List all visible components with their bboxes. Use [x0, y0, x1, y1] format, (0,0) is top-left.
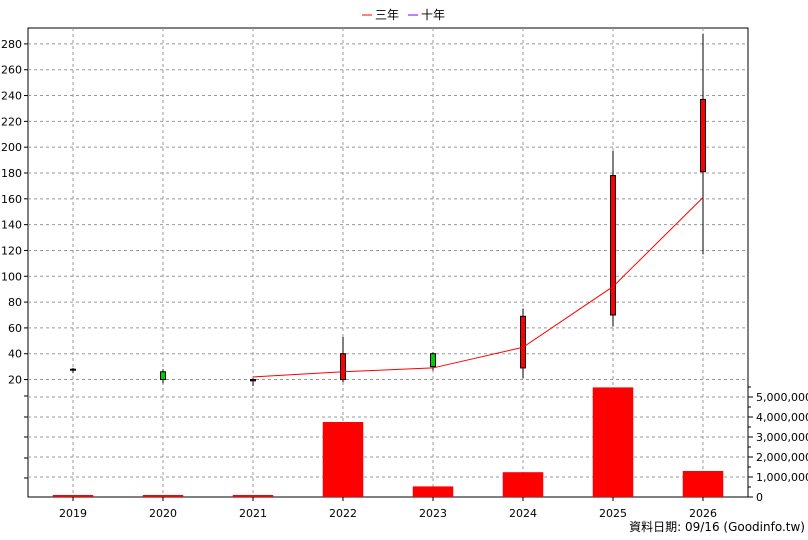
price-tick-label: 140 [1, 219, 22, 232]
volume-axis: 0 1,000,000 2,000,000 3,000,000 4,000,000 5,0… [747, 381, 808, 504]
price-tick-label: 20 [8, 374, 22, 387]
price-tick-label: 280 [1, 38, 22, 51]
candle-body [250, 379, 256, 382]
price-axis: 20 40 60 80 100 120 140 160 180 200 220 240 260 280 [1, 38, 28, 479]
x-axis: 2019 2020 2021 2022 2023 2024 2025 2026 [59, 497, 717, 520]
price-tick-label: 240 [1, 90, 22, 103]
volume-tick-label: 5,000,000 [756, 391, 808, 404]
volume-tick-label: 3,000,000 [756, 431, 808, 444]
volume-tick-label: 2,000,000 [756, 451, 808, 464]
candle-body [700, 98, 706, 173]
plot-area [27, 27, 749, 498]
legend-label-十年: 十年 [421, 8, 445, 22]
candle-body [340, 353, 346, 381]
candle-body [430, 353, 436, 368]
volume-bars [52, 387, 724, 497]
candle-body [520, 315, 526, 369]
x-tick-label: 2026 [689, 507, 717, 520]
price-tick-label: 160 [1, 193, 22, 206]
legend: 三年 十年 [362, 8, 445, 22]
candlesticks [70, 33, 706, 386]
volume-tick-label: 1,000,000 [756, 471, 808, 484]
volume-bar [322, 422, 364, 497]
x-tick-label: 2022 [329, 507, 357, 520]
price-tick-label: 60 [8, 322, 22, 335]
price-tick-label: 180 [1, 167, 22, 180]
x-tick-label: 2025 [599, 507, 627, 520]
volume-bar [682, 471, 724, 497]
volume-bar [412, 486, 454, 497]
series-line-三年 [252, 197, 704, 378]
price-tick-label: 200 [1, 141, 22, 154]
price-tick-label: 220 [1, 115, 22, 128]
price-tick-label: 80 [8, 296, 22, 309]
price-tick-label: 100 [1, 270, 22, 283]
volume-tick-label: 0 [756, 491, 763, 504]
price-tick-label: 120 [1, 244, 22, 257]
candle-body [160, 371, 166, 381]
x-tick-label: 2019 [59, 507, 87, 520]
candle-body [610, 175, 616, 316]
x-tick-label: 2024 [509, 507, 537, 520]
footer-text: 資料日期: 09/16 (Goodinfo.tw) [629, 520, 805, 534]
x-tick-label: 2021 [239, 507, 267, 520]
volume-bar [502, 472, 544, 497]
price-tick-label: 260 [1, 64, 22, 77]
average-lines [252, 197, 704, 378]
volume-tick-label: 4,000,000 [756, 411, 808, 424]
x-tick-label: 2020 [149, 507, 177, 520]
legend-label-三年: 三年 [375, 8, 399, 22]
x-tick-label: 2023 [419, 507, 447, 520]
candle-body [70, 368, 76, 371]
price-tick-label: 40 [8, 348, 22, 361]
volume-bar [592, 387, 634, 497]
